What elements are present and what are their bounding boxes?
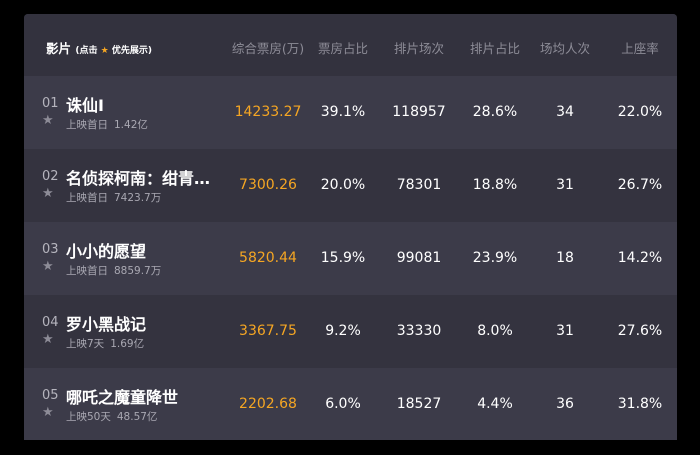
- movie-meta: 上映首日 1.42亿: [66, 117, 148, 132]
- header-box-office-share[interactable]: 票房占比: [317, 41, 368, 56]
- star-icon[interactable]: ★: [42, 186, 54, 201]
- box-office: 7300.26: [239, 177, 297, 193]
- total-box-office: 8859.7万: [114, 265, 162, 277]
- table-row[interactable]: 02 ★ 名侦探柯南：绀青… 上映首日 7423.7万 7300.26 20.0% 78301…: [24, 149, 677, 222]
- avg-people: 36: [556, 396, 574, 412]
- box-office-share: 6.0%: [325, 396, 361, 412]
- occupancy: 27.6%: [617, 323, 663, 339]
- header-occupancy[interactable]: 上座率: [621, 41, 659, 56]
- total-box-office: 7423.7万: [114, 192, 162, 204]
- total-box-office: 48.57亿: [116, 411, 158, 423]
- star-icon[interactable]: ★: [42, 405, 54, 420]
- movie-name[interactable]: 小小的愿望: [66, 242, 147, 261]
- movie-meta: 上映7天 1.69亿: [66, 336, 144, 351]
- avg-people: 34: [556, 104, 574, 120]
- release-days: 上映首日: [66, 192, 108, 204]
- occupancy: 22.0%: [617, 104, 663, 120]
- occupancy: 31.8%: [617, 396, 663, 412]
- avg-people: 18: [556, 250, 574, 266]
- box-office-share: 15.9%: [320, 250, 366, 266]
- movie-meta: 上映首日 7423.7万: [66, 190, 161, 205]
- box-office-share: 9.2%: [325, 323, 361, 339]
- box-office: 3367.75: [239, 323, 297, 339]
- box-office-table: 影片 (点击 ★ 优先展示) 综合票房(万) 票房占比 排片场次 排片占比 场均…: [24, 14, 677, 440]
- hint-suffix: 优先展示): [111, 46, 152, 56]
- movie-name[interactable]: 诛仙Ⅰ: [66, 96, 104, 115]
- table-row[interactable]: 01 ★ 诛仙Ⅰ 上映首日 1.42亿 14233.27 39.1% 118957 28.6% 3…: [24, 76, 677, 149]
- shows: 99081: [396, 250, 442, 266]
- hint-prefix: (点击: [75, 46, 98, 56]
- star-icon: ★: [100, 46, 109, 56]
- avg-people: 31: [556, 323, 574, 339]
- occupancy: 26.7%: [617, 177, 663, 193]
- box-office: 2202.68: [239, 396, 297, 412]
- rank: 03: [42, 242, 59, 257]
- header-show-share[interactable]: 排片占比: [469, 41, 520, 56]
- star-icon[interactable]: ★: [42, 259, 54, 274]
- header-box-office[interactable]: 综合票房(万): [231, 41, 305, 56]
- header-film: 影片 (点击 ★ 优先展示): [46, 38, 152, 57]
- header-hint: (点击 ★ 优先展示): [75, 46, 152, 56]
- table-header: 影片 (点击 ★ 优先展示) 综合票房(万) 票房占比 排片场次 排片占比 场均…: [24, 14, 677, 76]
- box-office: 14233.27: [234, 104, 302, 120]
- table-row[interactable]: 05 ★ 哪吒之魔童降世上映50天 48.57亿 2202.68 6.0% 18527 4.4…: [24, 368, 677, 440]
- box-office-share: 20.0%: [320, 177, 366, 193]
- shows: 18527: [396, 396, 442, 412]
- show-share: 23.9%: [472, 250, 518, 266]
- shows: 33330: [396, 323, 442, 339]
- rank: 02: [42, 169, 59, 184]
- release-days: 上映首日: [66, 119, 108, 131]
- rank: 01: [42, 96, 59, 111]
- header-shows[interactable]: 排片场次: [393, 41, 444, 56]
- show-share: 28.6%: [472, 104, 518, 120]
- movie-name[interactable]: 名侦探柯南：绀青…: [66, 169, 211, 188]
- avg-people: 31: [556, 177, 574, 193]
- movie-meta: 上映首日 8859.7万: [66, 263, 161, 278]
- star-icon[interactable]: ★: [42, 113, 54, 128]
- shows: 118957: [392, 104, 446, 120]
- table-row[interactable]: 03 ★ 小小的愿望上映首日 8859.7万 5820.44 15.9% 99081 23.9…: [24, 222, 677, 295]
- movie-meta: 上映50天 48.57亿: [66, 409, 157, 424]
- rank: 05: [42, 388, 59, 403]
- show-share: 4.4%: [477, 396, 513, 412]
- occupancy: 14.2%: [617, 250, 663, 266]
- movie-name[interactable]: 哪吒之魔童降世: [66, 388, 179, 407]
- header-film-label: 影片: [46, 41, 72, 56]
- release-days: 上映7天: [66, 338, 105, 350]
- show-share: 18.8%: [472, 177, 518, 193]
- show-share: 8.0%: [477, 323, 513, 339]
- header-avg-people[interactable]: 场均人次: [539, 41, 590, 56]
- movie-name[interactable]: 罗小黑战记: [66, 315, 147, 334]
- box-office-share: 39.1%: [320, 104, 366, 120]
- release-days: 上映首日: [66, 265, 108, 277]
- star-icon[interactable]: ★: [42, 332, 54, 347]
- release-days: 上映50天: [66, 411, 111, 423]
- table-row[interactable]: 04 ★ 罗小黑战记上映7天 1.69亿 3367.75 9.2% 33330 8.0% 31 2…: [24, 295, 677, 368]
- total-box-office: 1.69亿: [110, 338, 145, 350]
- total-box-office: 1.42亿: [114, 119, 148, 131]
- shows: 78301: [396, 177, 442, 193]
- box-office: 5820.44: [239, 250, 297, 266]
- rank: 04: [42, 315, 59, 330]
